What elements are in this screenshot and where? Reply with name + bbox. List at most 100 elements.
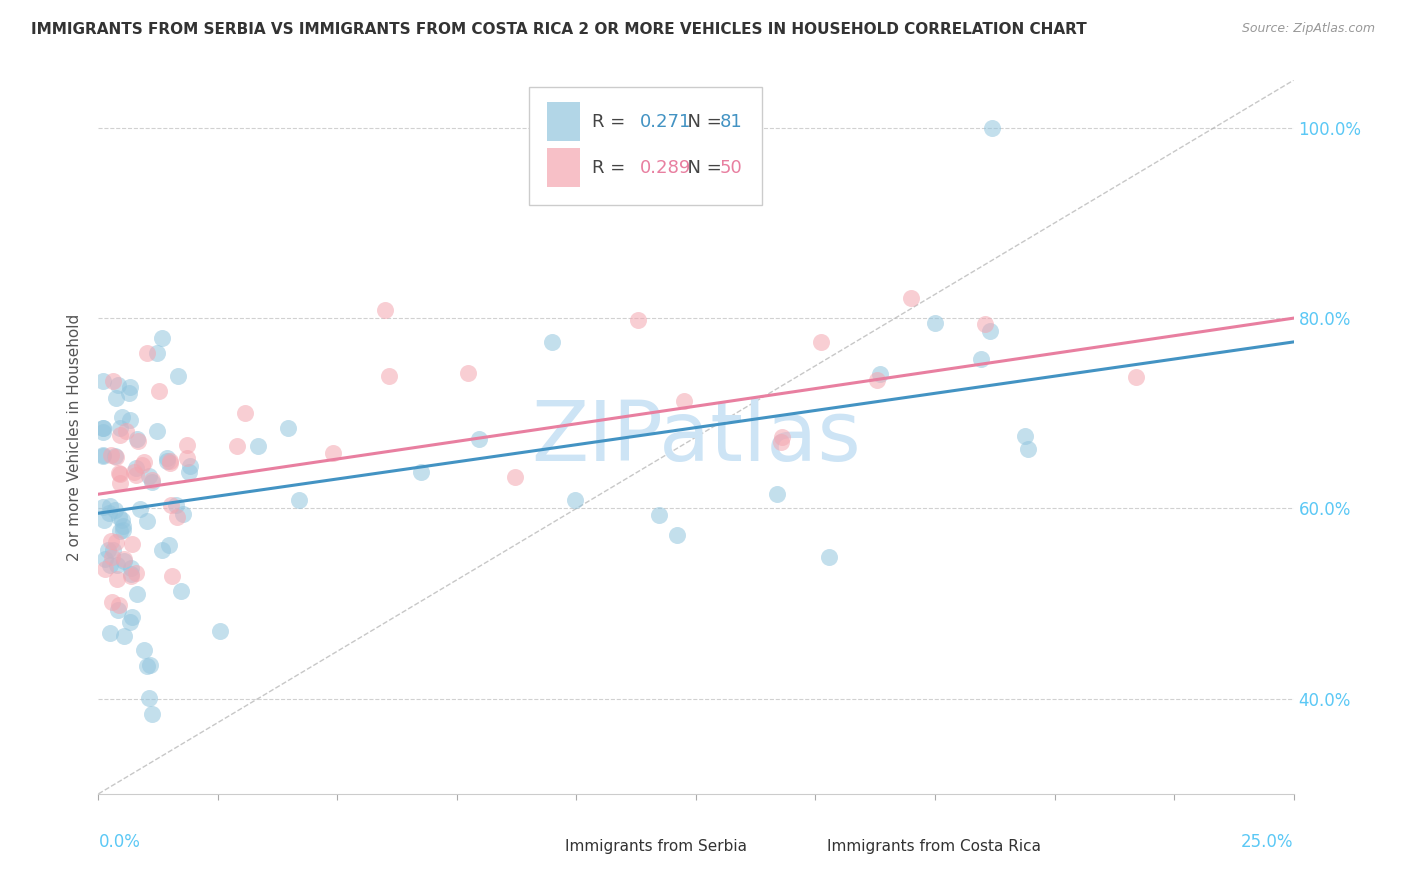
Point [91, 500, 114, 514]
Point [157, 538, 180, 552]
Point [156, 453, 179, 467]
Point [869, 367, 891, 381]
Point [104, 449, 127, 463]
Text: 0.289: 0.289 [640, 159, 692, 177]
Point [208, 624, 231, 639]
Point [626, 313, 648, 327]
Bar [792, 838, 815, 856]
Point [505, 470, 527, 484]
Point [673, 393, 696, 408]
Text: IMMIGRANTS FROM SERBIA VS IMMIGRANTS FROM COSTA RICA 2 OR MORE VEHICLES IN HOUSE: IMMIGRANTS FROM SERBIA VS IMMIGRANTS FRO… [31, 22, 1087, 37]
Point [129, 502, 152, 516]
Point [540, 335, 562, 350]
Point [411, 465, 433, 479]
Text: Source: ZipAtlas.com: Source: ZipAtlas.com [1241, 22, 1375, 36]
Point [107, 377, 129, 392]
Point [107, 466, 129, 480]
Point [165, 498, 187, 512]
Point [104, 450, 127, 465]
Point [1017, 442, 1039, 456]
Point [93, 552, 115, 566]
Point [101, 595, 124, 609]
Point [124, 465, 146, 479]
Point [159, 457, 181, 471]
Point [146, 346, 169, 360]
Point [124, 566, 146, 580]
Point [91, 421, 114, 435]
Point [564, 493, 586, 508]
Point [179, 465, 201, 479]
Point [162, 569, 184, 583]
Point [112, 519, 135, 533]
Point [132, 643, 155, 657]
Point [322, 446, 344, 460]
Point [170, 584, 193, 599]
Point [141, 706, 163, 721]
Point [287, 493, 309, 508]
Point [647, 508, 669, 522]
Point [769, 435, 792, 450]
Point [105, 558, 128, 572]
Point [91, 449, 114, 463]
Point [135, 346, 157, 360]
Point [276, 421, 298, 435]
Point [101, 550, 124, 565]
FancyBboxPatch shape [529, 87, 762, 205]
Point [120, 560, 142, 574]
Point [108, 524, 131, 538]
Bar [529, 838, 553, 856]
Point [100, 448, 122, 462]
Point [457, 366, 479, 380]
Point [118, 385, 141, 400]
Point [246, 439, 269, 453]
Point [176, 438, 198, 452]
Point [127, 434, 149, 448]
Point [167, 368, 190, 383]
Point [111, 513, 134, 527]
Point [107, 603, 129, 617]
Point [107, 509, 129, 524]
Point [233, 406, 256, 420]
Point [94, 562, 117, 576]
Point [111, 523, 134, 537]
Point [108, 467, 131, 482]
Text: 0.0%: 0.0% [98, 833, 141, 851]
Point [91, 448, 114, 462]
Point [374, 303, 396, 318]
Point [125, 587, 148, 601]
Point [138, 690, 160, 705]
Point [900, 291, 922, 305]
Point [120, 566, 142, 581]
Point [225, 439, 247, 453]
Point [104, 503, 127, 517]
Point [91, 425, 114, 440]
Point [125, 461, 148, 475]
Point [924, 316, 946, 330]
Text: N =: N = [676, 112, 727, 130]
Point [141, 475, 163, 490]
Point [810, 335, 832, 350]
Point [136, 514, 159, 528]
Point [1125, 370, 1147, 384]
Point [179, 458, 201, 473]
Point [973, 318, 995, 332]
Text: 81: 81 [720, 112, 742, 130]
Point [104, 535, 127, 549]
Point [97, 542, 120, 557]
Point [148, 384, 170, 398]
Y-axis label: 2 or more Vehicles in Household: 2 or more Vehicles in Household [67, 313, 83, 561]
Point [98, 558, 121, 572]
Point [150, 331, 173, 345]
Point [139, 658, 162, 673]
Text: R =: R = [592, 159, 631, 177]
Text: N =: N = [676, 159, 727, 177]
Point [110, 421, 132, 435]
Point [125, 432, 148, 446]
Point [121, 609, 143, 624]
Text: Immigrants from Costa Rica: Immigrants from Costa Rica [827, 839, 1042, 855]
Point [108, 599, 131, 613]
Point [166, 509, 188, 524]
Point [98, 499, 121, 513]
Point [141, 473, 163, 487]
Point [121, 537, 143, 551]
